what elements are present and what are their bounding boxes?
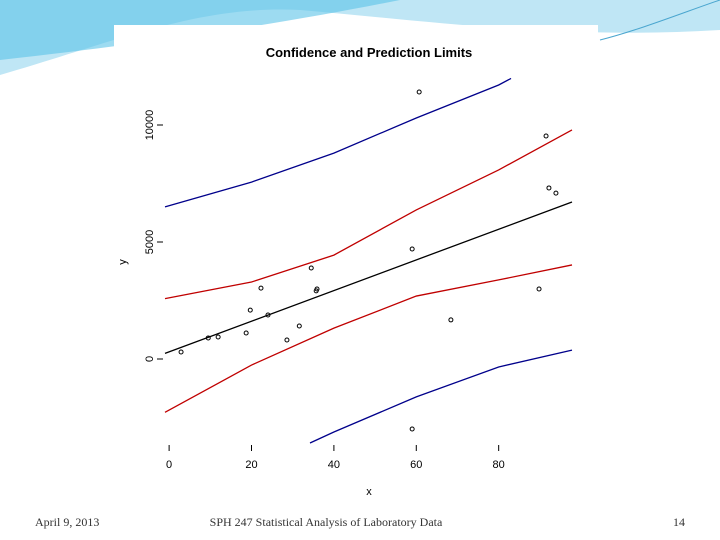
data-point (409, 426, 415, 432)
x-tick-label: 20 (245, 459, 257, 471)
data-point (284, 337, 290, 343)
limit-line (164, 201, 573, 354)
data-point (205, 335, 211, 341)
chart-title: Confidence and Prediction Limits (266, 45, 473, 60)
data-point (448, 317, 454, 323)
decoration (599, 0, 720, 41)
x-tick-label: 0 (166, 459, 172, 471)
data-point (265, 312, 271, 318)
data-point (546, 185, 552, 191)
data-point (536, 286, 542, 292)
data-point (416, 89, 422, 95)
x-axis-label: x (366, 486, 372, 498)
x-tick-label: 40 (328, 459, 340, 471)
data-point (409, 246, 415, 252)
data-point (308, 265, 314, 271)
y-tick-label: 10000 (144, 110, 156, 141)
y-tick-label: 5000 (144, 230, 156, 254)
limit-line (164, 129, 573, 300)
footer-course: SPH 247 Statistical Analysis of Laborato… (210, 515, 443, 529)
data-point (296, 323, 302, 329)
data-point (543, 133, 549, 139)
footer-date: April 9, 2013 (35, 515, 99, 529)
data-point (178, 349, 184, 355)
limit-line (309, 349, 573, 444)
limit-line (164, 77, 512, 208)
data-point (314, 286, 320, 292)
data-point (243, 330, 249, 336)
limit-line (164, 264, 573, 413)
data-point (553, 190, 559, 196)
y-tick-label: 0 (144, 356, 156, 362)
data-point (247, 307, 253, 313)
data-point (215, 334, 221, 340)
y-axis-label: y (117, 259, 129, 265)
data-point (258, 285, 264, 291)
page-number: 14 (673, 515, 685, 529)
chart-background (114, 25, 598, 507)
x-tick-label: 80 (493, 459, 505, 471)
x-tick-label: 60 (410, 459, 422, 471)
